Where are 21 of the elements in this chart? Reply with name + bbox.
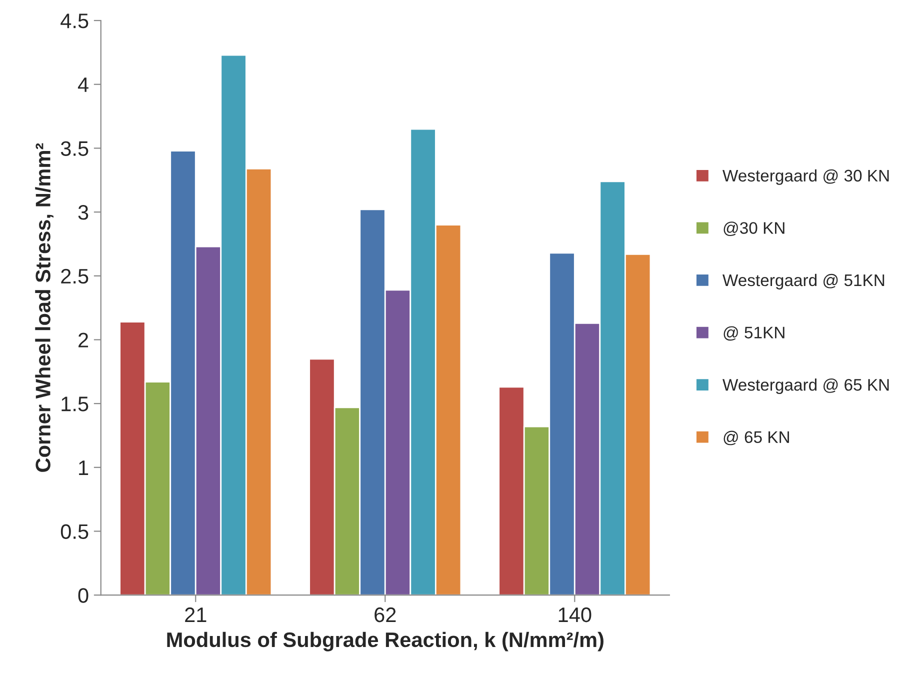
legend-label: @ 65 KN xyxy=(724,430,789,446)
x-tick-label: 21 xyxy=(185,607,206,622)
x-axis-title: Modulus of Subgrade Reaction, k (N/mm²/m) xyxy=(167,632,604,652)
x-tick-label: 62 xyxy=(374,607,396,622)
y-axis-title: Corner Wheel load Stress, N/mm² xyxy=(35,143,54,472)
y-tick-label: 4 xyxy=(78,78,88,92)
legend-label: Westergaard @ 30 KN xyxy=(722,169,889,185)
y-tick-label: 2.5 xyxy=(61,268,88,284)
y-tick-label: 3.5 xyxy=(60,141,88,156)
legend-label: @30 KN xyxy=(724,222,784,236)
y-tick-label: 2 xyxy=(78,332,88,348)
x-tick-label: 140 xyxy=(558,607,592,622)
legend-label: Westergaard @ 51KN xyxy=(722,274,884,290)
legend-label: @ 51KN xyxy=(724,326,784,341)
y-tick-label: 1.5 xyxy=(62,396,88,412)
y-tick-label: 4.5 xyxy=(60,14,88,28)
y-tick-label: 0.5 xyxy=(60,524,88,539)
y-tick-label: 3 xyxy=(78,205,88,220)
legend-label: Westergaard @ 65 KN xyxy=(722,378,889,394)
y-tick-label: 0 xyxy=(78,588,88,603)
y-tick-label: 1 xyxy=(79,460,88,475)
